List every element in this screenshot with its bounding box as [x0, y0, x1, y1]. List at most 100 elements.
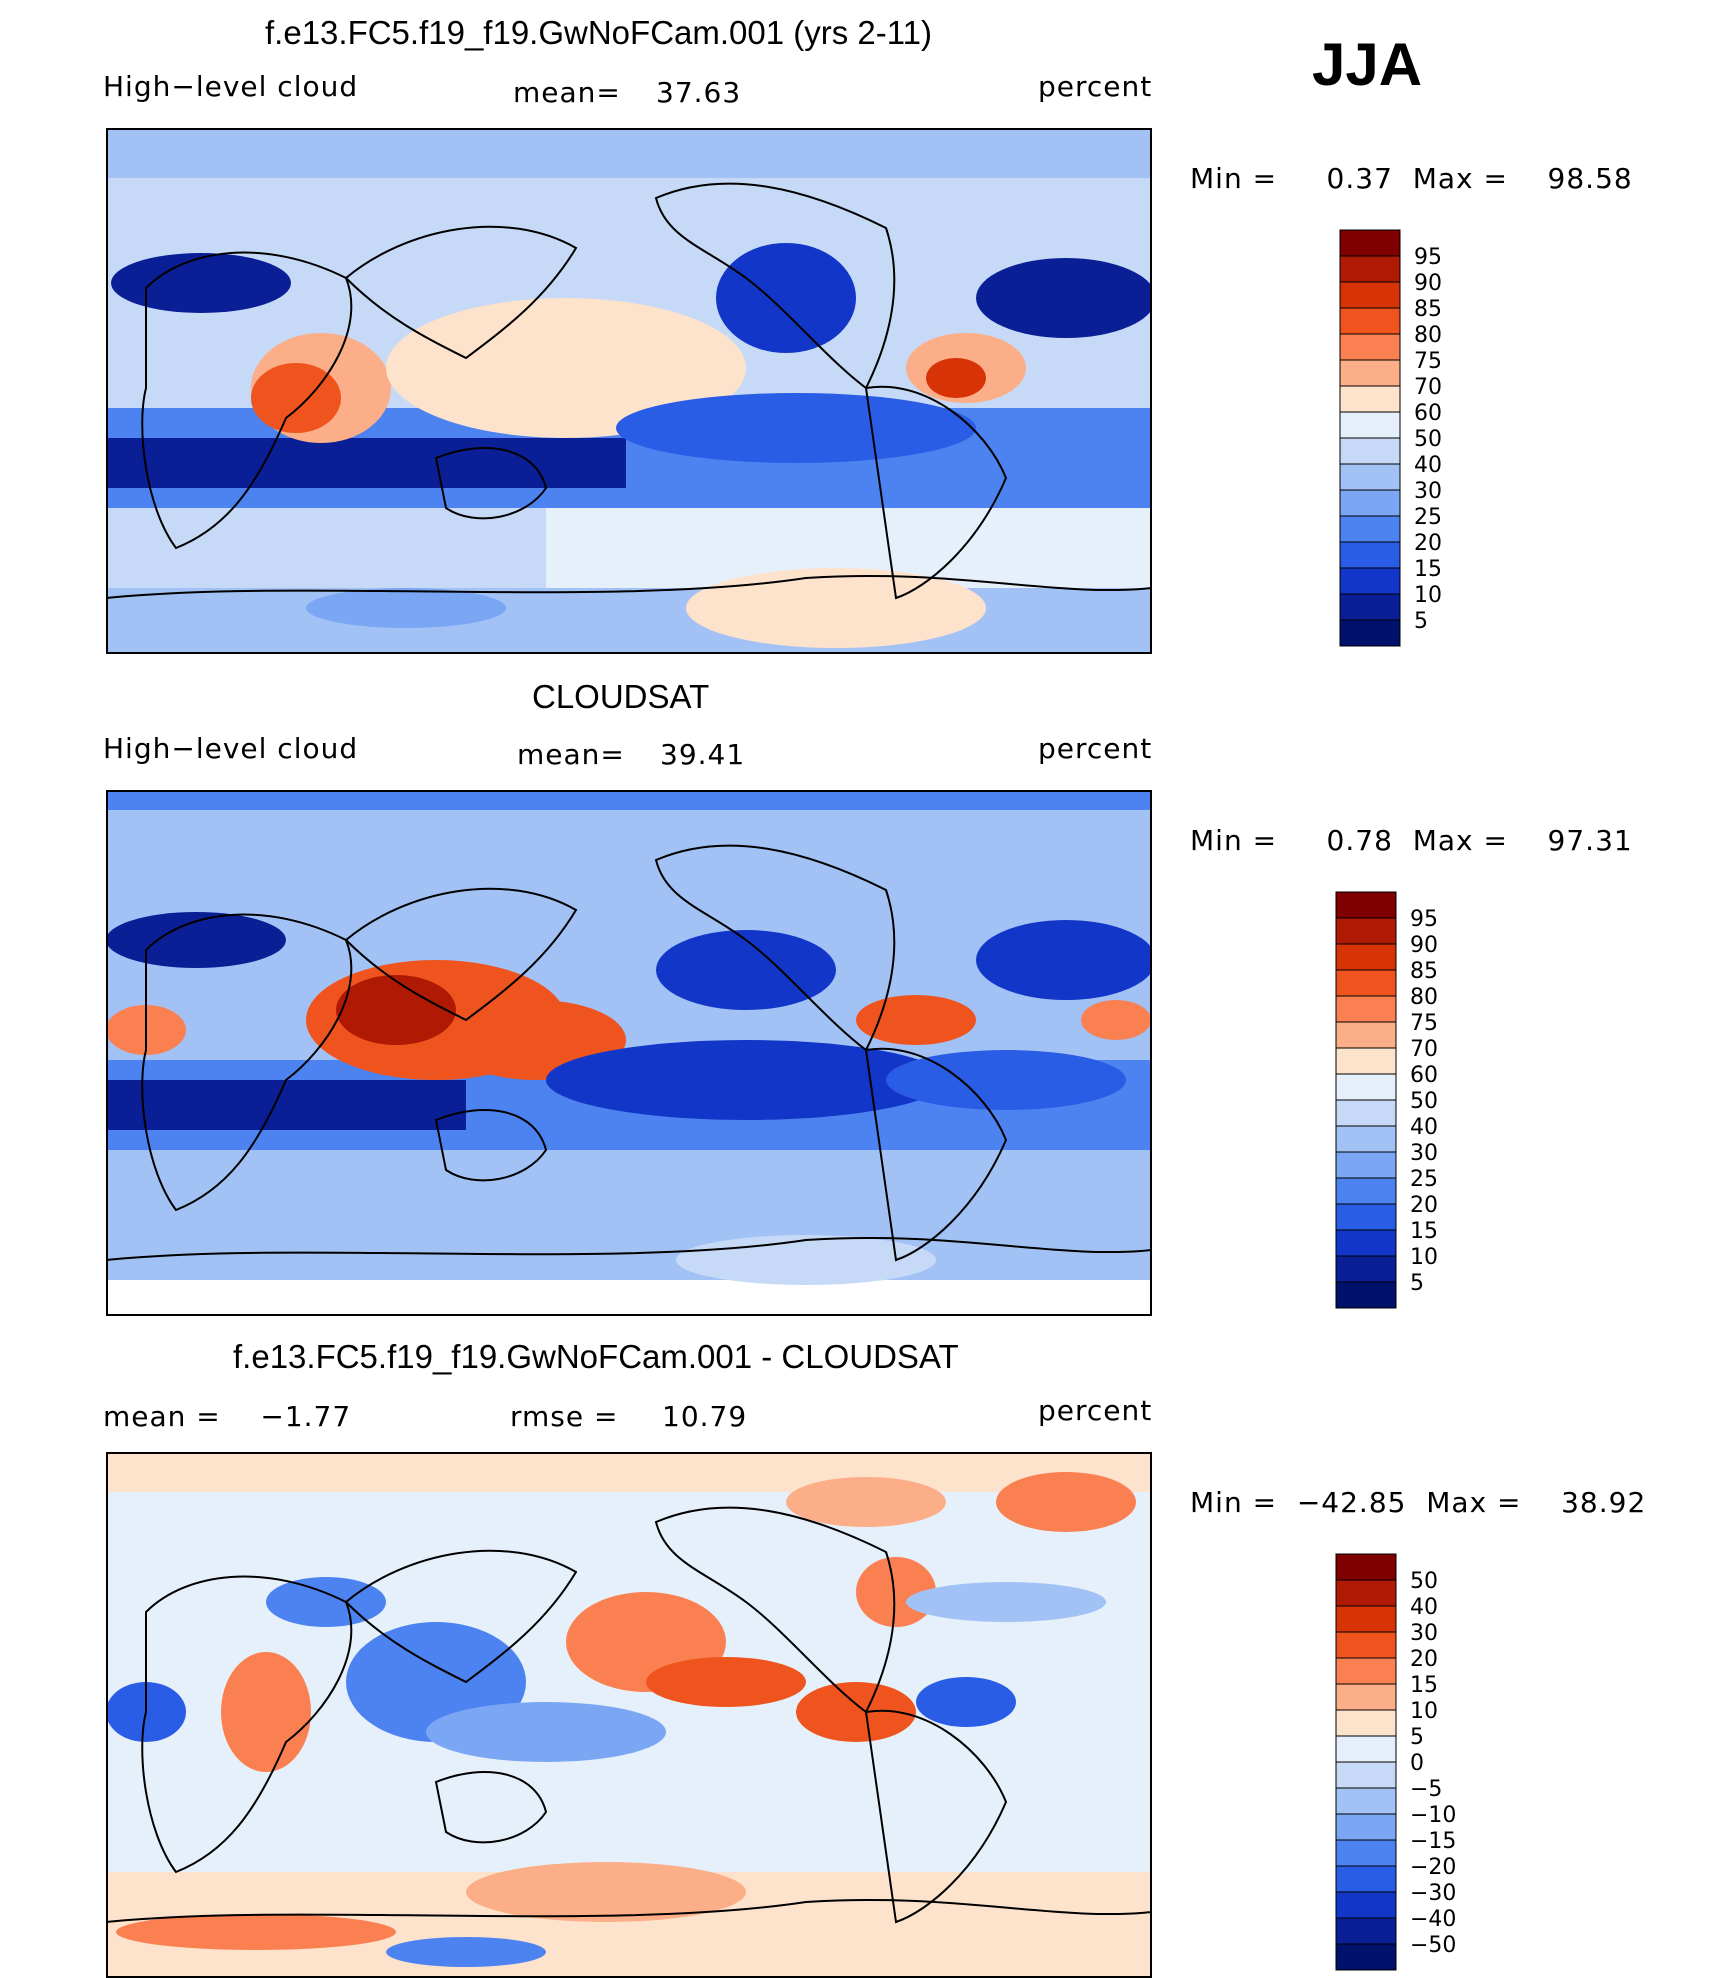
panel3-rmse-value: 10.79	[662, 1400, 748, 1433]
colorbar-level-label: 20	[1410, 1647, 1438, 1672]
panel2-title: CLOUDSAT	[532, 678, 710, 715]
panel2-mean-value: 39.41	[660, 738, 746, 771]
panel1-mean-value: 37.63	[656, 76, 742, 109]
panel2-variable-label: High−level cloud	[103, 732, 359, 765]
colorbar-level-label: 60	[1414, 401, 1442, 426]
colorbar-level-label: 75	[1410, 1011, 1438, 1036]
panel1-variable-label: High−level cloud	[103, 70, 359, 103]
colorbar-level-label: −20	[1410, 1855, 1456, 1880]
colorbar-block	[1335, 1255, 1397, 1283]
panel1-units: percent	[1038, 70, 1153, 103]
colorbar-block	[1335, 943, 1397, 971]
colorbar-block	[1335, 1047, 1397, 1075]
colorbar-level-label: 95	[1414, 245, 1442, 270]
panel3-map	[106, 1452, 1152, 1978]
colorbar-level-label: 70	[1410, 1037, 1438, 1062]
colorbar-block	[1339, 593, 1401, 621]
colorbar-level-label: 50	[1410, 1569, 1438, 1594]
colorbar-block	[1335, 1917, 1397, 1945]
colorbar-level-label: 40	[1410, 1595, 1438, 1620]
colorbar-level-label: 75	[1414, 349, 1442, 374]
colorbar-level-label: 80	[1414, 323, 1442, 348]
panel2-colorbar-blocks	[1335, 891, 1397, 1309]
colorbar-level-label: 20	[1414, 531, 1442, 556]
colorbar-level-label: 70	[1414, 375, 1442, 400]
colorbar-block	[1335, 1865, 1397, 1893]
panel1-map	[106, 128, 1152, 654]
colorbar-block	[1335, 1605, 1397, 1633]
colorbar-level-label: −40	[1410, 1907, 1456, 1932]
colorbar-level-label: 50	[1414, 427, 1442, 452]
colorbar-level-label: 25	[1414, 505, 1442, 530]
colorbar-level-label: 95	[1410, 907, 1438, 932]
colorbar-block	[1339, 281, 1401, 309]
colorbar-level-label: 30	[1414, 479, 1442, 504]
colorbar-level-label: 30	[1410, 1141, 1438, 1166]
colorbar-level-label: 5	[1410, 1725, 1424, 1750]
colorbar-block	[1335, 1073, 1397, 1101]
colorbar-block	[1335, 1943, 1397, 1971]
colorbar-block	[1335, 1891, 1397, 1919]
colorbar-block	[1335, 1203, 1397, 1231]
colorbar-block	[1335, 1099, 1397, 1127]
colorbar-block	[1335, 969, 1397, 997]
colorbar-block	[1335, 1177, 1397, 1205]
panel3-minmax: Min = −42.85 Max = 38.92	[1190, 1486, 1647, 1519]
colorbar-level-label: −5	[1410, 1777, 1442, 1802]
panel3-rmse-label: rmse =	[510, 1400, 619, 1433]
colorbar-level-label: 40	[1410, 1115, 1438, 1140]
panel2-map	[106, 790, 1152, 1316]
colorbar-block	[1335, 1839, 1397, 1867]
panel2-mean-label: mean=	[517, 738, 625, 771]
colorbar-block	[1339, 541, 1401, 569]
colorbar-level-label: 80	[1410, 985, 1438, 1010]
colorbar-block	[1339, 307, 1401, 335]
panel3-title: f.e13.FC5.f19_f19.GwNoFCam.001 - CLOUDSA…	[233, 1338, 959, 1375]
colorbar-block	[1339, 411, 1401, 439]
panel1-mean-label: mean=	[513, 76, 621, 109]
colorbar-block	[1339, 489, 1401, 517]
colorbar-block	[1335, 995, 1397, 1023]
colorbar-block	[1335, 1553, 1397, 1581]
colorbar-block	[1335, 1125, 1397, 1153]
colorbar-block	[1335, 1813, 1397, 1841]
colorbar-block	[1339, 567, 1401, 595]
colorbar-block	[1335, 1735, 1397, 1763]
colorbar-level-label: 90	[1414, 271, 1442, 296]
colorbar-level-label: 40	[1414, 453, 1442, 478]
colorbar-block	[1335, 1787, 1397, 1815]
colorbar-block	[1335, 1151, 1397, 1179]
panel3-units: percent	[1038, 1394, 1153, 1427]
colorbar-block	[1335, 891, 1397, 919]
colorbar-level-label: 0	[1410, 1751, 1424, 1776]
colorbar-block	[1335, 1683, 1397, 1711]
colorbar-level-label: 85	[1414, 297, 1442, 322]
colorbar-level-label: −15	[1410, 1829, 1456, 1854]
colorbar-level-label: 10	[1414, 583, 1442, 608]
colorbar-level-label: 90	[1410, 933, 1438, 958]
colorbar-block	[1335, 1709, 1397, 1737]
panel3-colorbar-blocks	[1335, 1553, 1397, 1971]
colorbar-level-label: 20	[1410, 1193, 1438, 1218]
colorbar-level-label: 15	[1414, 557, 1442, 582]
colorbar-block	[1339, 515, 1401, 543]
colorbar-block	[1335, 1631, 1397, 1659]
colorbar-level-label: 30	[1410, 1621, 1438, 1646]
colorbar-block	[1335, 1229, 1397, 1257]
colorbar-block	[1339, 437, 1401, 465]
colorbar-level-label: 5	[1410, 1271, 1424, 1296]
colorbar-level-label: 50	[1410, 1089, 1438, 1114]
colorbar-block	[1339, 463, 1401, 491]
panel2-minmax: Min = 0.78 Max = 97.31	[1190, 824, 1633, 857]
colorbar-level-label: 60	[1410, 1063, 1438, 1088]
panel1-colorbar-blocks	[1339, 229, 1401, 647]
colorbar-level-label: 25	[1410, 1167, 1438, 1192]
colorbar-level-label: −30	[1410, 1881, 1456, 1906]
colorbar-level-label: 85	[1410, 959, 1438, 984]
